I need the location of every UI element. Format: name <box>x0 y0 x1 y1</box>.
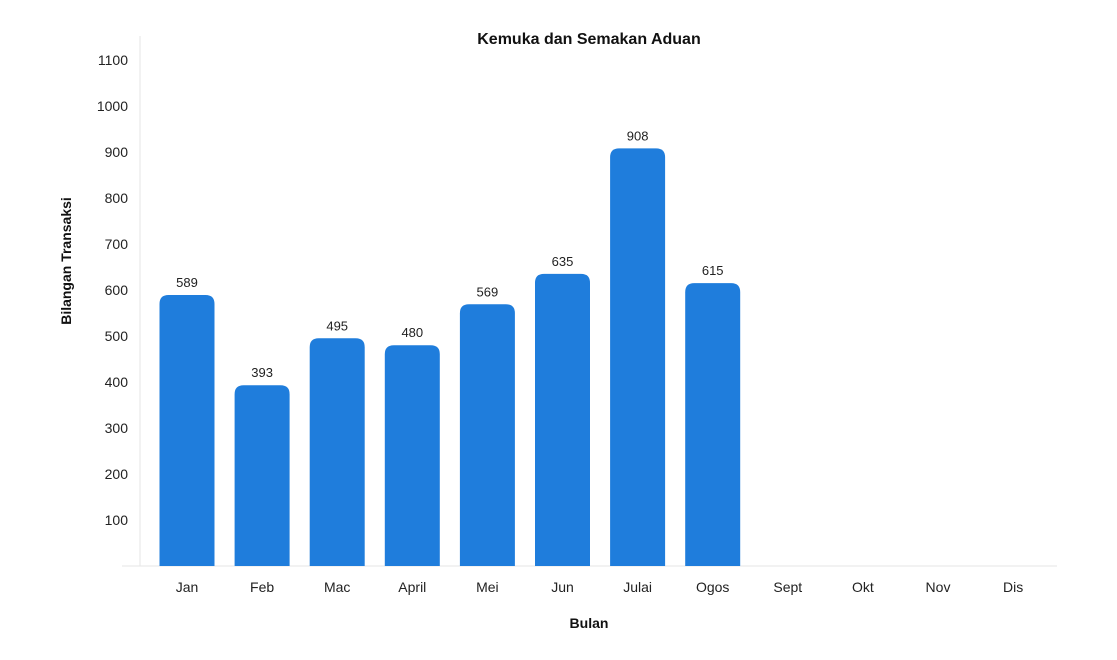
x-tick-label: Mac <box>324 579 350 595</box>
data-labels: 589 393 495 480 569 635 908 615 <box>176 128 723 380</box>
x-axis-title: Bulan <box>570 615 609 631</box>
bar <box>159 295 215 566</box>
data-label: 480 <box>401 325 423 340</box>
x-tick-label: April <box>398 579 426 595</box>
data-label: 908 <box>627 128 649 143</box>
bar <box>610 148 666 566</box>
x-tick-label: Ogos <box>696 579 729 595</box>
data-label: 615 <box>702 263 724 278</box>
bars <box>159 148 741 566</box>
bar <box>384 345 440 566</box>
y-tick-label: 100 <box>105 512 129 528</box>
y-tick-label: 200 <box>105 466 129 482</box>
x-tick-label: Sept <box>773 579 802 595</box>
x-tick-labels: Jan Feb Mac April Mei Jun Julai Ogos Sept Okt Nov D… <box>176 579 1024 595</box>
y-tick-label: 1000 <box>97 98 128 114</box>
bar <box>459 304 515 566</box>
bar <box>685 283 741 566</box>
y-tick-label: 1100 <box>98 52 128 68</box>
data-label: 495 <box>326 318 348 333</box>
data-label: 569 <box>477 284 499 299</box>
x-tick-label: Feb <box>250 579 274 595</box>
chart-title: Kemuka dan Semakan Aduan <box>477 31 700 48</box>
data-label: 635 <box>552 254 574 269</box>
data-label: 589 <box>176 275 198 290</box>
y-tick-label: 300 <box>105 420 129 436</box>
y-axis-title: Bilangan Transaksi <box>58 197 74 325</box>
x-tick-label: Nov <box>926 579 951 595</box>
y-tick-label: 600 <box>105 282 129 298</box>
y-tick-label: 700 <box>105 236 129 252</box>
x-tick-label: Julai <box>623 579 652 595</box>
bar <box>309 338 365 566</box>
bar <box>234 385 290 566</box>
x-tick-label: Mei <box>476 579 499 595</box>
y-tick-labels: 100 200 300 400 500 600 700 800 900 1000 1100 <box>97 52 128 528</box>
y-tick-label: 400 <box>105 374 129 390</box>
data-label: 393 <box>251 365 273 380</box>
x-tick-label: Okt <box>852 579 874 595</box>
bar <box>535 273 590 566</box>
x-tick-label: Jan <box>176 579 199 595</box>
x-tick-label: Dis <box>1003 579 1023 595</box>
y-tick-label: 900 <box>105 144 129 160</box>
x-tick-label: Jun <box>551 579 574 595</box>
y-tick-label: 500 <box>105 328 129 344</box>
y-tick-label: 800 <box>105 190 129 206</box>
